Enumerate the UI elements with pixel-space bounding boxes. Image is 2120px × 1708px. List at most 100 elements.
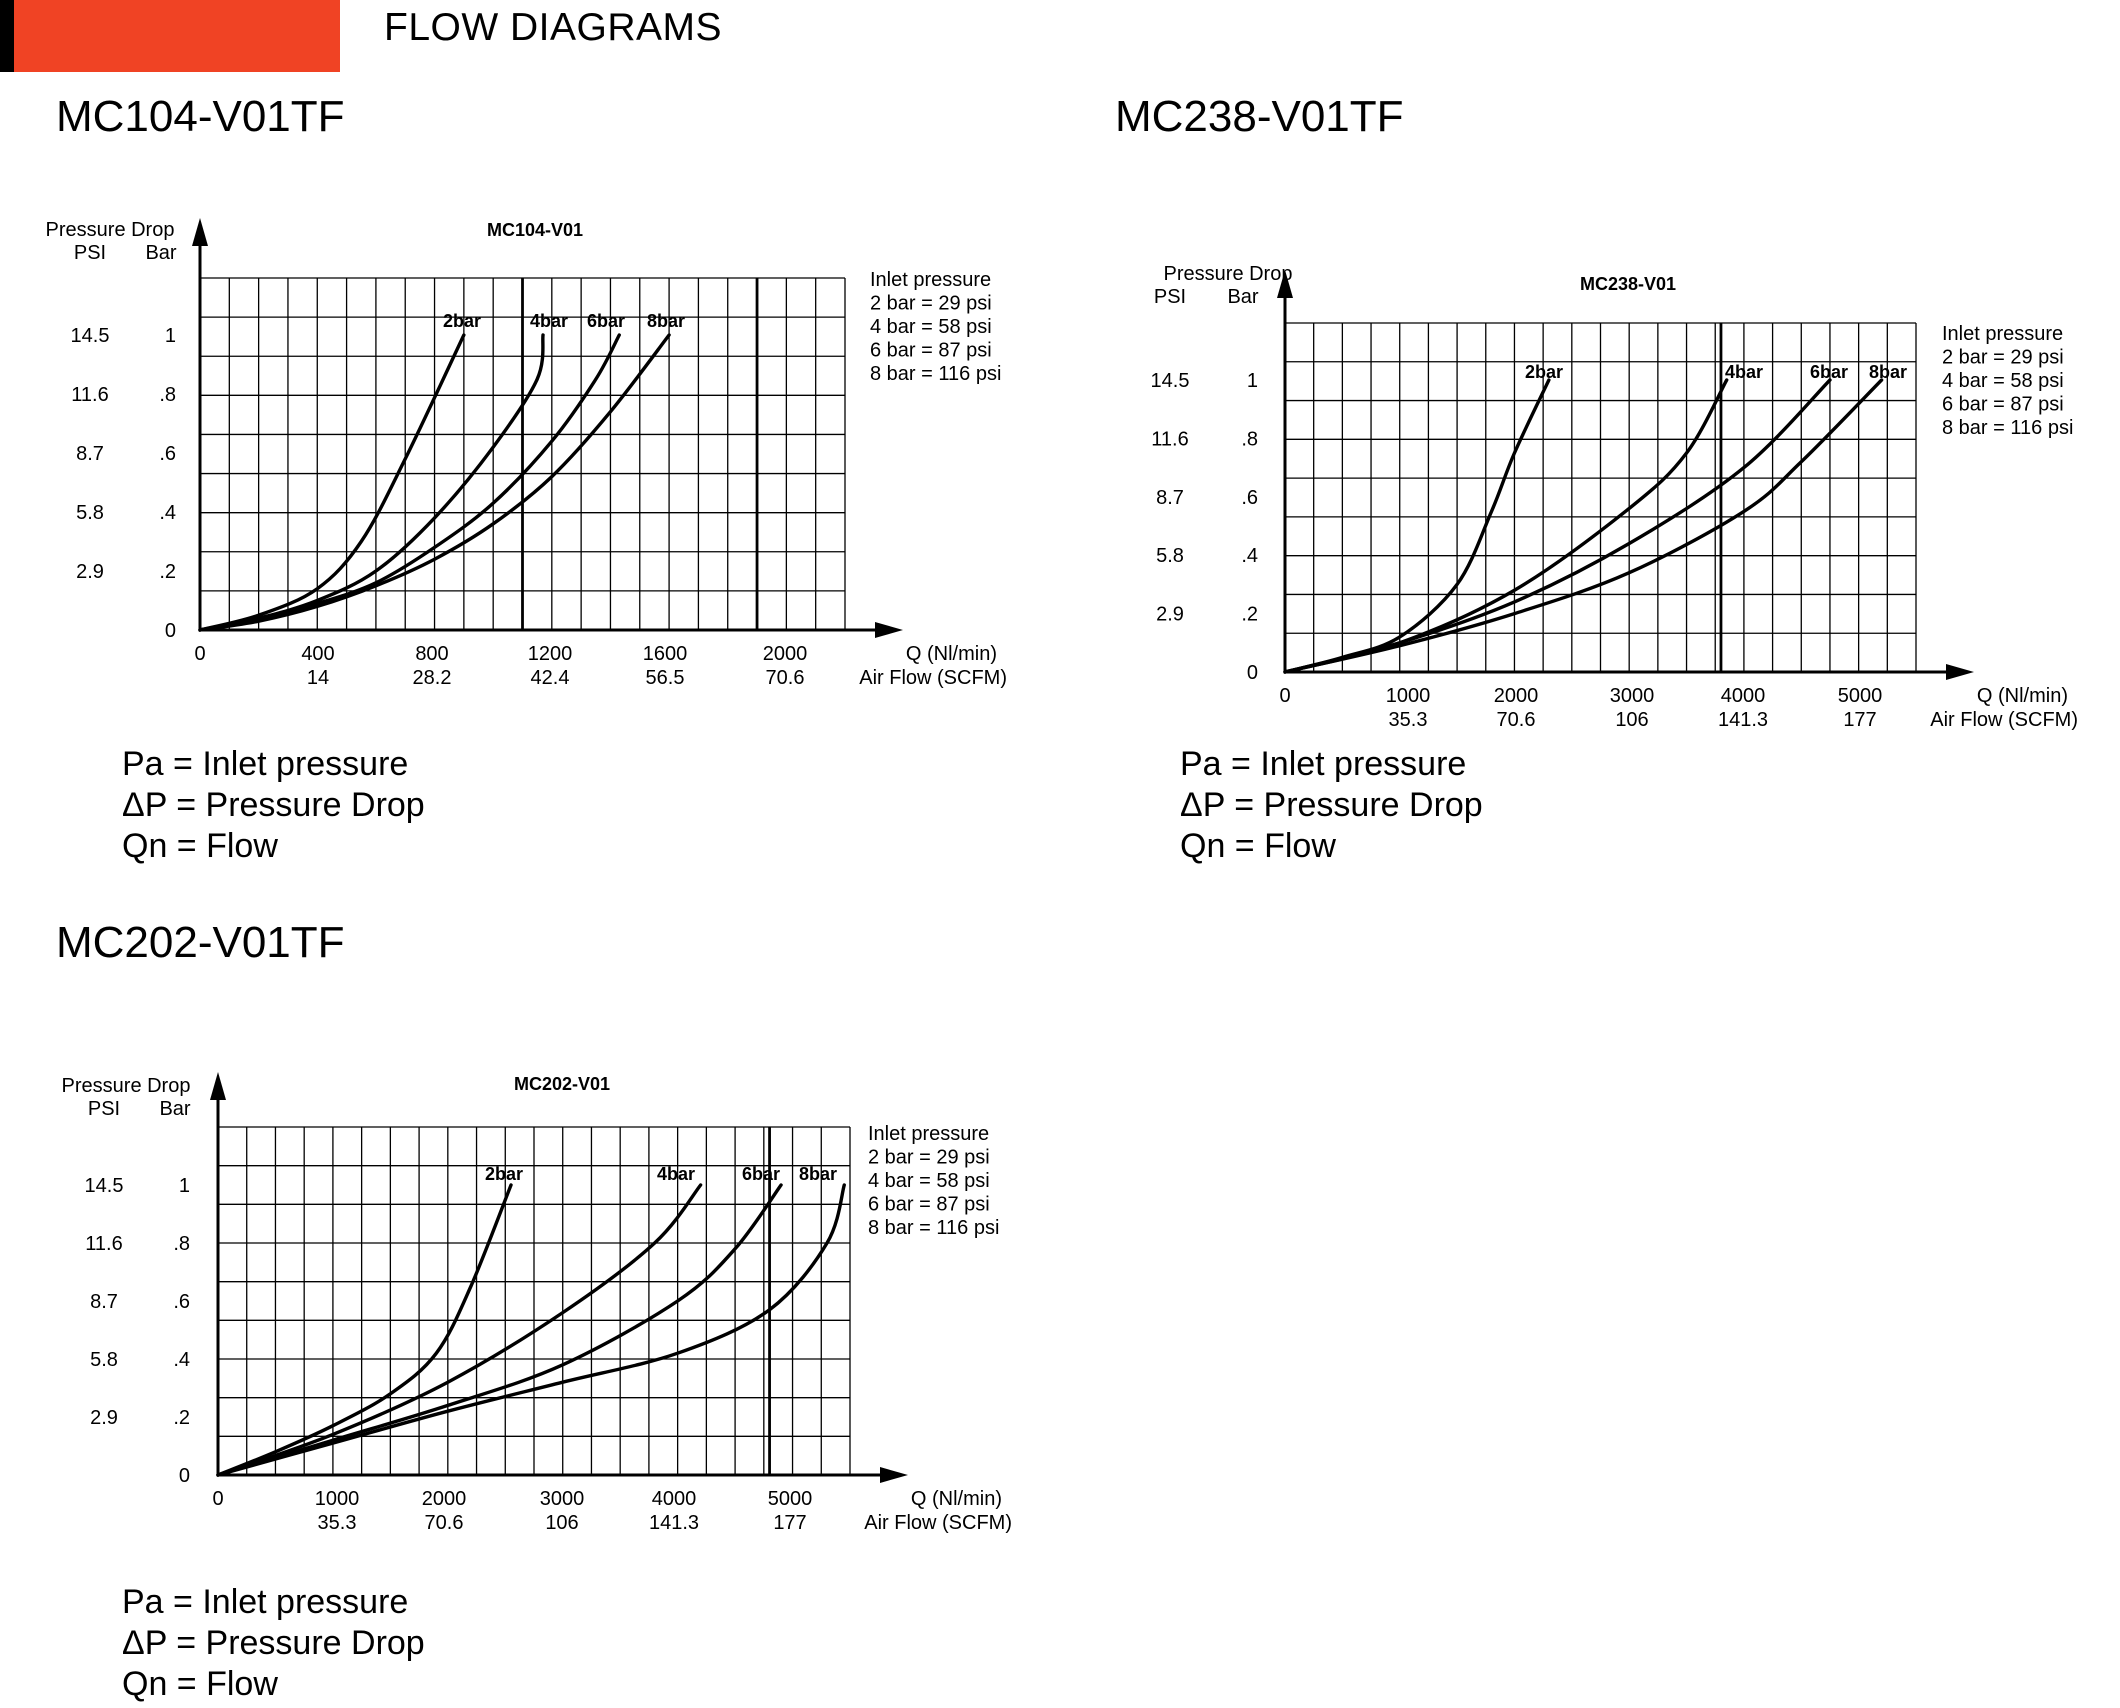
- y-tick-label-bar: 0: [165, 620, 176, 642]
- x-axis-label-q: Q (Nl/min): [911, 1488, 1002, 1510]
- page-title: FLOW DIAGRAMS: [384, 6, 723, 49]
- y-tick-label-psi: 8.7: [76, 443, 104, 465]
- y-axis-unit-bar: Bar: [1227, 286, 1258, 308]
- legend-notes-mc104: Pa = Inlet pressure ΔP = Pressure Drop Q…: [122, 744, 425, 867]
- x-axis-arrow-icon: [875, 622, 903, 638]
- y-tick-label-psi: 8.7: [1156, 487, 1184, 509]
- inlet-pressure-legend-line: 6 bar = 87 psi: [870, 340, 992, 362]
- chart-title: MC238-V01: [1580, 274, 1676, 294]
- x-tick-label-q: 2000: [422, 1488, 467, 1510]
- series-label-4bar: 4bar: [657, 1164, 695, 1184]
- x-axis-label-scfm: Air Flow (SCFM): [864, 1512, 1012, 1534]
- y-tick-label-bar: .2: [173, 1407, 190, 1429]
- x-axis-arrow-icon: [1946, 664, 1974, 680]
- x-tick-label-scfm: 177: [1843, 709, 1876, 731]
- legend-line-flow: Qn = Flow: [122, 827, 278, 865]
- series-label-6bar: 6bar: [1810, 362, 1848, 382]
- x-tick-label-q: 800: [415, 643, 448, 665]
- series-line-8bar: [216, 1183, 846, 1477]
- y-tick-label-psi: 11.6: [1151, 428, 1188, 450]
- y-tick-label-psi: 11.6: [71, 384, 108, 406]
- legend-notes-mc202: Pa = Inlet pressure ΔP = Pressure Drop Q…: [122, 1582, 425, 1705]
- x-tick-label-q: 1000: [315, 1488, 360, 1510]
- y-tick-label-bar: .6: [1241, 487, 1258, 509]
- x-tick-label-q: 5000: [1838, 685, 1883, 707]
- y-tick-label-psi: 5.8: [76, 502, 104, 524]
- x-tick-label-scfm: 141.3: [649, 1512, 699, 1534]
- x-tick-label-scfm: 106: [545, 1512, 578, 1534]
- legend-line-flow: Qn = Flow: [1180, 827, 1336, 865]
- series-line-2bar: [216, 1183, 513, 1477]
- series-line-6bar: [216, 1183, 783, 1477]
- x-tick-label-scfm: 106: [1615, 709, 1648, 731]
- x-tick-label-q: 2000: [1494, 685, 1539, 707]
- header-accent-bar: [14, 0, 340, 72]
- y-axis-label: Pressure Drop: [62, 1075, 191, 1097]
- x-tick-label-scfm: 56.5: [646, 667, 685, 689]
- series-label-2bar: 2bar: [1525, 362, 1563, 382]
- y-tick-label-psi: 5.8: [1156, 545, 1184, 567]
- y-axis-unit-bar: Bar: [145, 242, 176, 264]
- x-tick-label-scfm: 35.3: [1389, 709, 1428, 731]
- inlet-pressure-legend-line: 8 bar = 116 psi: [868, 1217, 999, 1239]
- series-line-8bar: [1283, 378, 1884, 674]
- inlet-pressure-legend-line: 4 bar = 58 psi: [1942, 370, 2064, 392]
- series-line-6bar: [1283, 378, 1832, 674]
- y-tick-label-bar: .4: [159, 502, 176, 524]
- inlet-pressure-legend-line: 4 bar = 58 psi: [870, 316, 992, 338]
- y-tick-label-bar: .8: [173, 1233, 190, 1255]
- inlet-pressure-legend-line: 2 bar = 29 psi: [868, 1147, 990, 1169]
- y-axis-arrow-icon: [192, 218, 208, 246]
- legend-line-pressure-drop: ΔP = Pressure Drop: [122, 1624, 425, 1662]
- y-axis-unit-psi: PSI: [1154, 286, 1186, 308]
- y-tick-label-psi: 14.5: [1151, 370, 1190, 392]
- y-tick-label-bar: .8: [1241, 428, 1258, 450]
- inlet-pressure-legend-line: Inlet pressure: [870, 269, 991, 291]
- legend-line-inlet: Pa = Inlet pressure: [122, 745, 409, 783]
- y-tick-label-bar: .8: [159, 384, 176, 406]
- x-tick-label-q: 0: [1279, 685, 1290, 707]
- y-tick-label-bar: 0: [179, 1465, 190, 1487]
- model-title-mc104: MC104-V01TF: [56, 92, 345, 141]
- series-line-2bar: [198, 333, 466, 632]
- series-label-4bar: 4bar: [530, 311, 568, 331]
- legend-notes-mc238: Pa = Inlet pressure ΔP = Pressure Drop Q…: [1180, 744, 1483, 867]
- x-tick-label-scfm: 177: [773, 1512, 806, 1534]
- x-tick-label-q: 0: [212, 1488, 223, 1510]
- x-tick-label-scfm: 70.6: [1497, 709, 1536, 731]
- y-tick-label-bar: .2: [159, 561, 176, 583]
- y-tick-label-psi: 2.9: [76, 561, 104, 583]
- inlet-pressure-legend-line: 2 bar = 29 psi: [1942, 347, 2064, 369]
- x-tick-label-q: 1200: [528, 643, 573, 665]
- x-tick-label-scfm: 28.2: [413, 667, 452, 689]
- series-label-8bar: 8bar: [799, 1164, 837, 1184]
- inlet-pressure-legend-line: 6 bar = 87 psi: [1942, 394, 2064, 416]
- x-tick-label-q: 400: [301, 643, 334, 665]
- y-tick-label-bar: .6: [159, 443, 176, 465]
- y-axis-label: Pressure Drop: [1164, 263, 1293, 285]
- series-line-4bar: [216, 1183, 703, 1477]
- y-tick-label-psi: 2.9: [1156, 604, 1184, 626]
- x-axis-label-q: Q (Nl/min): [906, 643, 997, 665]
- y-tick-label-bar: 1: [165, 325, 176, 347]
- legend-line-inlet: Pa = Inlet pressure: [1180, 745, 1467, 783]
- y-tick-label-bar: 0: [1247, 662, 1258, 684]
- y-axis-label: Pressure Drop: [46, 219, 175, 241]
- x-tick-label-q: 0: [194, 643, 205, 665]
- series-label-4bar: 4bar: [1725, 362, 1763, 382]
- x-axis-label-scfm: Air Flow (SCFM): [1930, 709, 2078, 731]
- series-label-6bar: 6bar: [742, 1164, 780, 1184]
- series-line-6bar: [198, 333, 621, 632]
- y-axis-unit-psi: PSI: [74, 242, 106, 264]
- model-title-mc202: MC202-V01TF: [56, 918, 345, 967]
- x-axis-label-scfm: Air Flow (SCFM): [859, 667, 1007, 689]
- x-tick-label-scfm: 70.6: [425, 1512, 464, 1534]
- series-label-8bar: 8bar: [1869, 362, 1907, 382]
- inlet-pressure-legend-line: 6 bar = 87 psi: [868, 1194, 990, 1216]
- series-label-2bar: 2bar: [485, 1164, 523, 1184]
- inlet-pressure-legend-line: 2 bar = 29 psi: [870, 293, 992, 315]
- inlet-pressure-legend-line: Inlet pressure: [1942, 323, 2063, 345]
- model-title-mc238: MC238-V01TF: [1115, 92, 1404, 141]
- legend-line-inlet: Pa = Inlet pressure: [122, 1583, 409, 1621]
